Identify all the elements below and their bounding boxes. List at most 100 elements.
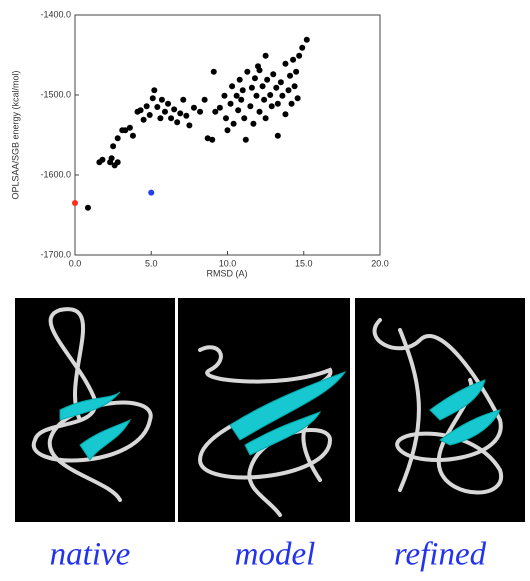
point xyxy=(293,68,300,75)
point xyxy=(180,96,187,103)
point xyxy=(148,189,155,196)
y-tick-label: -1700.0 xyxy=(40,249,71,259)
point xyxy=(143,103,150,110)
point xyxy=(212,108,219,115)
point xyxy=(259,83,266,90)
point xyxy=(239,87,246,94)
point xyxy=(168,115,175,122)
point xyxy=(256,108,263,115)
point xyxy=(274,132,281,139)
x-axis-label: RMSD (A) xyxy=(207,268,248,278)
point xyxy=(264,76,271,83)
point xyxy=(251,75,258,82)
point xyxy=(241,115,248,122)
point xyxy=(151,87,158,94)
point xyxy=(72,200,78,206)
point xyxy=(291,83,298,90)
point xyxy=(183,112,190,119)
point xyxy=(290,56,297,63)
point xyxy=(287,72,294,79)
point xyxy=(274,100,281,107)
point xyxy=(244,68,251,75)
point xyxy=(140,116,147,123)
point xyxy=(261,96,268,103)
point xyxy=(233,92,240,99)
point xyxy=(201,96,208,103)
point xyxy=(222,115,229,122)
point xyxy=(282,111,289,118)
point xyxy=(296,52,303,59)
point xyxy=(227,100,234,107)
x-tick-label: 5.0 xyxy=(145,258,158,268)
plot-frame xyxy=(74,14,381,256)
point xyxy=(262,115,269,122)
point xyxy=(210,68,217,75)
panel-refined xyxy=(355,298,525,522)
point xyxy=(303,36,310,43)
point xyxy=(174,119,181,126)
point xyxy=(277,79,284,86)
point xyxy=(177,110,184,117)
panel-label: native xyxy=(50,537,131,573)
point xyxy=(108,155,115,162)
x-tick-label: 10.0 xyxy=(219,258,237,268)
point xyxy=(253,92,260,99)
panel-native xyxy=(15,298,175,522)
point xyxy=(161,108,168,115)
point xyxy=(221,92,228,99)
point xyxy=(242,136,249,143)
point xyxy=(129,132,136,139)
y-axis-label: OPLSAA/SGB energy (kcal/mol) xyxy=(10,70,20,199)
point xyxy=(248,84,255,91)
point xyxy=(171,106,178,113)
point xyxy=(186,122,193,129)
point xyxy=(294,95,301,102)
point xyxy=(255,63,261,70)
point xyxy=(216,104,223,111)
y-tick-label: -1500.0 xyxy=(40,89,71,99)
point xyxy=(224,127,231,134)
point xyxy=(262,52,269,59)
panel-model xyxy=(178,298,350,522)
point xyxy=(273,84,280,91)
point xyxy=(230,120,237,127)
point xyxy=(270,71,277,78)
point xyxy=(149,95,156,102)
x-tick-label: 0.0 xyxy=(69,258,82,268)
point xyxy=(236,76,243,83)
point xyxy=(146,112,153,118)
x-tick-label: 20.0 xyxy=(371,258,389,268)
y-tick-label: -1400.0 xyxy=(40,9,71,19)
point xyxy=(279,92,286,99)
point xyxy=(238,96,245,103)
point xyxy=(282,60,289,67)
point xyxy=(165,100,172,107)
point xyxy=(110,143,117,150)
x-tick-label: 15.0 xyxy=(295,258,313,268)
point xyxy=(229,83,236,90)
point xyxy=(247,103,254,110)
point xyxy=(154,104,161,110)
panel-label: refined xyxy=(394,537,487,573)
point xyxy=(114,159,121,166)
point xyxy=(114,135,121,142)
point xyxy=(84,204,91,211)
point xyxy=(190,104,197,111)
point xyxy=(268,103,275,110)
y-tick-label: -1600.0 xyxy=(40,169,71,179)
point xyxy=(99,156,106,163)
point xyxy=(285,87,292,94)
point xyxy=(235,107,242,114)
point xyxy=(197,108,204,115)
point xyxy=(250,120,257,127)
point xyxy=(122,127,129,134)
point xyxy=(137,107,144,114)
point xyxy=(209,136,216,143)
point xyxy=(157,115,164,122)
point xyxy=(158,96,165,103)
point xyxy=(267,92,274,98)
point xyxy=(299,44,306,51)
point xyxy=(126,124,133,131)
point xyxy=(204,135,211,142)
